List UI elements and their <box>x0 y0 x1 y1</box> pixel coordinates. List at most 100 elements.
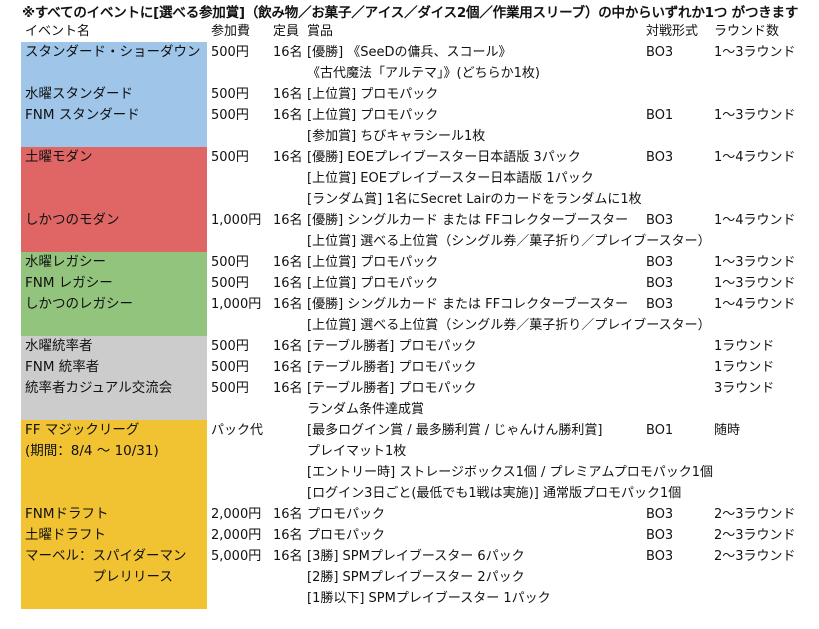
round-count: 2～3ラウンド <box>714 528 796 543</box>
prize: プロモパック <box>307 528 386 543</box>
match-format: BO1 <box>646 423 674 438</box>
entry-fee: 500円 <box>211 360 249 375</box>
capacity: 16名 <box>273 276 303 291</box>
round-count: 1～4ラウンド <box>714 213 796 228</box>
prize: [1勝以下] SPMプレイブースター 1パック <box>307 591 551 606</box>
table-row: 土曜ドラフト 2,000円 16名 プロモパック BO3 2～3ラウンド <box>0 525 819 546</box>
entry-fee: 2,000円 <box>211 507 262 522</box>
event-name: FF マジックリーグ <box>25 422 140 438</box>
event-name: FNM レガシー <box>25 275 113 291</box>
category-block-legacy <box>21 252 207 336</box>
capacity: 16名 <box>273 528 303 543</box>
event-name: しかつのレガシー <box>25 296 133 312</box>
round-count: 1ラウンド <box>714 360 775 375</box>
match-format: BO3 <box>646 213 674 228</box>
round-count: 1～3ラウンド <box>714 255 796 270</box>
table-row: ランダム条件達成賞 <box>0 399 819 420</box>
table-row: 水曜スタンダード 500円 16名 [上位賞] プロモパック <box>0 84 819 105</box>
entry-fee: 2,000円 <box>211 528 262 543</box>
round-count: 1ラウンド <box>714 339 775 354</box>
table-row: FNMドラフト 2,000円 16名 プロモパック BO3 2～3ラウンド <box>0 504 819 525</box>
prize: [3勝] SPMプレイブースター 6パック <box>307 549 525 564</box>
prize: [テーブル勝者] プロモパック <box>307 360 477 375</box>
table-row: [参加賞] ちびキャラシール1枚 <box>0 126 819 147</box>
prize: [ログイン3日ごと(最低でも1戦は実施)] 通常版プロモパック1個 <box>307 486 682 501</box>
header-rounds: ラウンド数 <box>714 24 780 39</box>
prize: プレイマット1枚 <box>307 444 407 459</box>
notice-text: ※すべてのイベントに[選べる参加賞]（飲み物／お菓子／アイス／ダイス2個／作業用… <box>22 5 799 21</box>
event-name: 水曜スタンダード <box>25 86 133 102</box>
table-row: [ランダム賞] 1名にSecret Lairのカードをランダムに1枚 <box>0 189 819 210</box>
round-count: 随時 <box>714 423 741 438</box>
capacity: 16名 <box>273 339 303 354</box>
table-row: FNM 統率者 500円 16名 [テーブル勝者] プロモパック 1ラウンド <box>0 357 819 378</box>
table-header: イベント名 参加費 定員 賞品 対戦形式 ラウンド数 <box>0 22 819 42</box>
capacity: 16名 <box>273 45 303 60</box>
table-row: マーベル：スパイダーマン 5,000円 16名 [3勝] SPMプレイブースター 6パ… <box>0 546 819 567</box>
event-name: FNM 統率者 <box>25 359 100 375</box>
entry-fee: 500円 <box>211 150 249 165</box>
entry-fee: 1,000円 <box>211 213 262 228</box>
category-block-league-draft <box>21 420 207 609</box>
event-name: 土曜モダン <box>25 149 93 165</box>
prize: プロモパック <box>307 507 386 522</box>
capacity: 16名 <box>273 255 303 270</box>
event-name: 水曜統率者 <box>25 338 93 354</box>
capacity: 16名 <box>273 381 303 396</box>
table-row: [上位賞] 選べる上位賞（シングル券／菓子折り／プレイブースター） <box>0 231 819 252</box>
table-row: スタンダード・ショーダウン 500円 16名 [優勝] 《SeeDの傭兵、スコール》 B… <box>0 42 819 63</box>
entry-fee: 5,000円 <box>211 549 262 564</box>
prize: [上位賞] 選べる上位賞（シングル券／菓子折り／プレイブースター） <box>307 318 711 333</box>
event-name: 統率者カジュアル交流会 <box>25 380 173 396</box>
category-block-standard <box>21 42 207 147</box>
match-format: BO3 <box>646 507 674 522</box>
match-format: BO3 <box>646 297 674 312</box>
prize: [上位賞] プロモパック <box>307 87 439 102</box>
table-row: 《古代魔法「アルテマ」》(どちらか1枚) <box>0 63 819 84</box>
match-format: BO3 <box>646 255 674 270</box>
event-name: しかつのモダン <box>25 212 120 228</box>
capacity: 16名 <box>273 150 303 165</box>
round-count: 2～3ラウンド <box>714 549 796 564</box>
round-count: 3ラウンド <box>714 381 775 396</box>
header-prize: 賞品 <box>307 24 334 39</box>
prize: [上位賞] プロモパック <box>307 255 439 270</box>
table-row: [上位賞] 選べる上位賞（シングル券／菓子折り／プレイブースター） <box>0 315 819 336</box>
match-format: BO3 <box>646 528 674 543</box>
capacity: 16名 <box>273 507 303 522</box>
header-event: イベント名 <box>25 24 91 39</box>
round-count: 1～3ラウンド <box>714 108 796 123</box>
prize: [上位賞] EOEプレイブースター日本語版 1パック <box>307 171 594 186</box>
prize: [優勝] シングルカード または FFコレクターブースター <box>307 297 629 312</box>
round-count: 1～4ラウンド <box>714 297 796 312</box>
event-name: FNM スタンダード <box>25 107 140 123</box>
table-row: [ログイン3日ごと(最低でも1戦は実施)] 通常版プロモパック1個 <box>0 483 819 504</box>
entry-fee: 500円 <box>211 108 249 123</box>
table-row: プレリリース [2勝] SPMプレイブースター 2パック <box>0 567 819 588</box>
match-format: BO3 <box>646 549 674 564</box>
header-fee: 参加費 <box>211 24 251 39</box>
capacity: 16名 <box>273 213 303 228</box>
prize: [優勝] 《SeeDの傭兵、スコール》 <box>307 45 512 60</box>
entry-fee: 500円 <box>211 45 249 60</box>
table-row: [エントリー時] ストレージボックス1個 / プレミアムプロモパック1個 <box>0 462 819 483</box>
prize: [テーブル勝者] プロモパック <box>307 339 477 354</box>
event-name: (期間：8/4 ～ 10/31) <box>25 443 159 459</box>
match-format: BO3 <box>646 150 674 165</box>
prize: [テーブル勝者] プロモパック <box>307 381 477 396</box>
entry-fee: 500円 <box>211 381 249 396</box>
prize: [ランダム賞] 1名にSecret Lairのカードをランダムに1枚 <box>307 192 642 207</box>
table-row: (期間：8/4 ～ 10/31) プレイマット1枚 <box>0 441 819 462</box>
entry-fee: 500円 <box>211 255 249 270</box>
capacity: 16名 <box>273 360 303 375</box>
table-row: [上位賞] EOEプレイブースター日本語版 1パック <box>0 168 819 189</box>
table-row: FF マジックリーグ パック代 [最多ログイン賞 / 最多勝利賞 / じゃんけん勝利… <box>0 420 819 441</box>
capacity: 16名 <box>273 297 303 312</box>
match-format: BO1 <box>646 108 674 123</box>
table-row: 土曜モダン 500円 16名 [優勝] EOEプレイブースター日本語版 3パック BO3… <box>0 147 819 168</box>
header-format: 対戦形式 <box>646 24 699 39</box>
table-row: 水曜レガシー 500円 16名 [上位賞] プロモパック BO3 1～3ラウンド <box>0 252 819 273</box>
entry-fee: パック代 <box>211 423 264 438</box>
entry-fee: 500円 <box>211 339 249 354</box>
entry-fee: 500円 <box>211 87 249 102</box>
